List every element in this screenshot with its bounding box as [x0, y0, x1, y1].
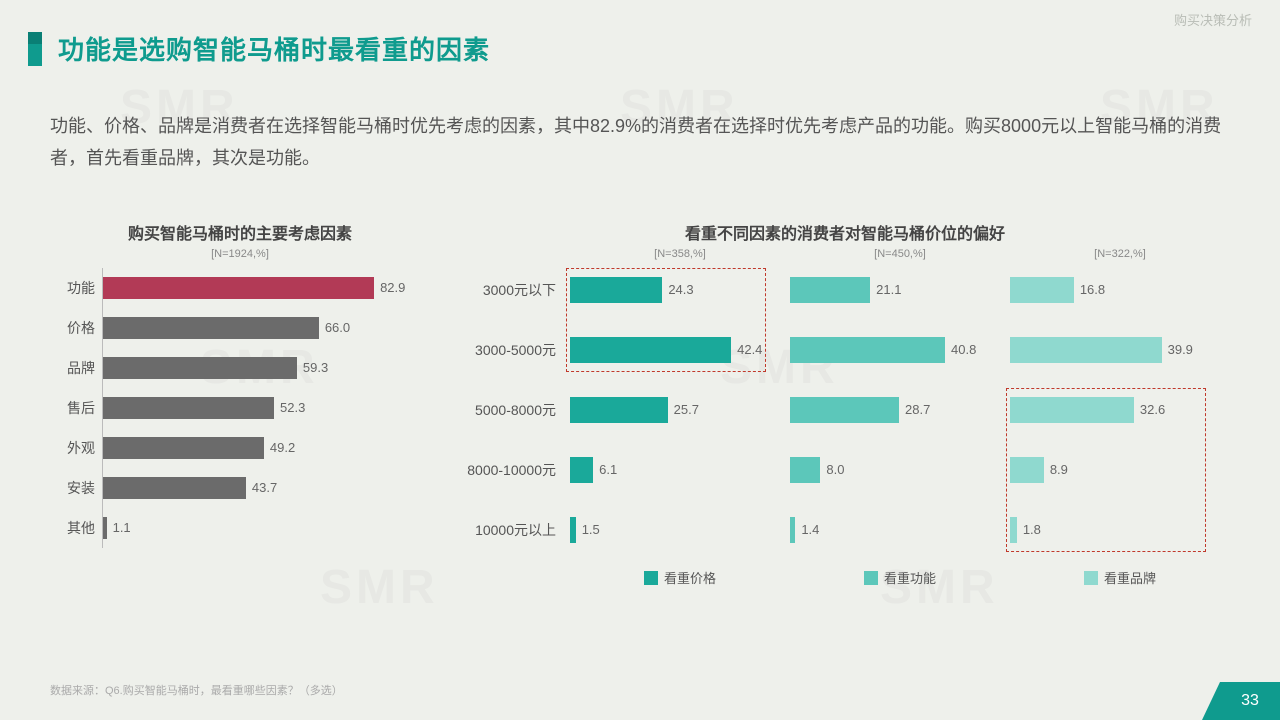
- legend-item: 看重品牌: [1084, 568, 1156, 587]
- cell-value: 8.9: [1044, 457, 1068, 483]
- series-n-label: [N=358,%]: [570, 248, 790, 260]
- right-chart-title: 看重不同因素的消费者对智能马桶价位的偏好: [460, 220, 1230, 244]
- series-n-label: [N=450,%]: [790, 248, 1010, 260]
- price-row: 10000元以上 1.5 1.4 1.8: [460, 500, 1230, 560]
- legend-swatch: [644, 571, 658, 585]
- legend-label: 看重功能: [884, 568, 936, 587]
- bar-row: 售后52.3: [103, 388, 430, 428]
- series-n-label: [N=322,%]: [1010, 248, 1230, 260]
- legend-item: 看重价格: [644, 568, 716, 587]
- bar-value: 66.0: [319, 317, 350, 339]
- legend-swatch: [864, 571, 878, 585]
- right-grouped-chart: 看重不同因素的消费者对智能马桶价位的偏好 [N=358,%][N=450,%][…: [460, 220, 1230, 660]
- left-chart-n: [N=1924,%]: [50, 248, 430, 260]
- price-label: 10000元以上: [460, 520, 570, 540]
- price-label: 8000-10000元: [460, 460, 570, 480]
- page-title: 功能是选购智能马桶时最看重的因素: [58, 30, 490, 67]
- page-number-badge: 33: [1220, 682, 1280, 720]
- bar-row: 功能82.9: [103, 268, 430, 308]
- bar-label: 外观: [51, 438, 103, 458]
- bar-row: 外观49.2: [103, 428, 430, 468]
- legend-label: 看重价格: [664, 568, 716, 587]
- price-label: 3000-5000元: [460, 340, 570, 360]
- cell-value: 6.1: [593, 457, 617, 483]
- bar-value: 1.1: [107, 517, 131, 539]
- cell-value: 40.8: [945, 337, 976, 363]
- bar-label: 其他: [51, 518, 103, 538]
- cell-value: 16.8: [1074, 277, 1105, 303]
- legend-swatch: [1084, 571, 1098, 585]
- legend-label: 看重品牌: [1104, 568, 1156, 587]
- title-accent-bar: [28, 32, 42, 66]
- bar-value: 59.3: [297, 357, 328, 379]
- bar-row: 安装43.7: [103, 468, 430, 508]
- cell-value: 28.7: [899, 397, 930, 423]
- description-text: 功能、价格、品牌是消费者在选择智能马桶时优先考虑的因素，其中82.9%的消费者在…: [50, 110, 1230, 175]
- cell-value: 32.6: [1134, 397, 1165, 423]
- legend-item: 看重功能: [864, 568, 936, 587]
- bar-value: 43.7: [246, 477, 277, 499]
- cell-value: 24.3: [662, 277, 693, 303]
- bar-row: 其他1.1: [103, 508, 430, 548]
- price-row: 5000-8000元 25.7 28.7 32.6: [460, 380, 1230, 440]
- bar-label: 品牌: [51, 358, 103, 378]
- cell-value: 25.7: [668, 397, 699, 423]
- price-row: 8000-10000元 6.1 8.0 8.9: [460, 440, 1230, 500]
- price-row: 3000-5000元 42.4 40.8 39.9: [460, 320, 1230, 380]
- cell-value: 39.9: [1162, 337, 1193, 363]
- bar-label: 安装: [51, 478, 103, 498]
- cell-value: 42.4: [731, 337, 762, 363]
- left-bar-chart: 购买智能马桶时的主要考虑因素 [N=1924,%] 功能82.9价格66.0品牌…: [50, 220, 430, 660]
- bar-value: 49.2: [264, 437, 295, 459]
- cell-value: 1.5: [576, 517, 600, 543]
- cell-value: 1.4: [795, 517, 819, 543]
- bar-row: 品牌59.3: [103, 348, 430, 388]
- data-source: 数据来源：Q6.购买智能马桶时，最看重哪些因素？（多选）: [50, 682, 343, 698]
- price-row: 3000元以下 24.3 21.1 16.8: [460, 260, 1230, 320]
- bar-label: 售后: [51, 398, 103, 418]
- cell-value: 21.1: [870, 277, 901, 303]
- bar-row: 价格66.0: [103, 308, 430, 348]
- bar-value: 52.3: [274, 397, 305, 419]
- bar-label: 功能: [51, 278, 103, 298]
- bar-value: 82.9: [374, 277, 405, 299]
- price-label: 5000-8000元: [460, 400, 570, 420]
- price-label: 3000元以下: [460, 280, 570, 300]
- bar-label: 价格: [51, 318, 103, 338]
- cell-value: 1.8: [1017, 517, 1041, 543]
- cell-value: 8.0: [820, 457, 844, 483]
- breadcrumb: 购买决策分析: [1174, 10, 1252, 29]
- left-chart-title: 购买智能马桶时的主要考虑因素: [50, 220, 430, 244]
